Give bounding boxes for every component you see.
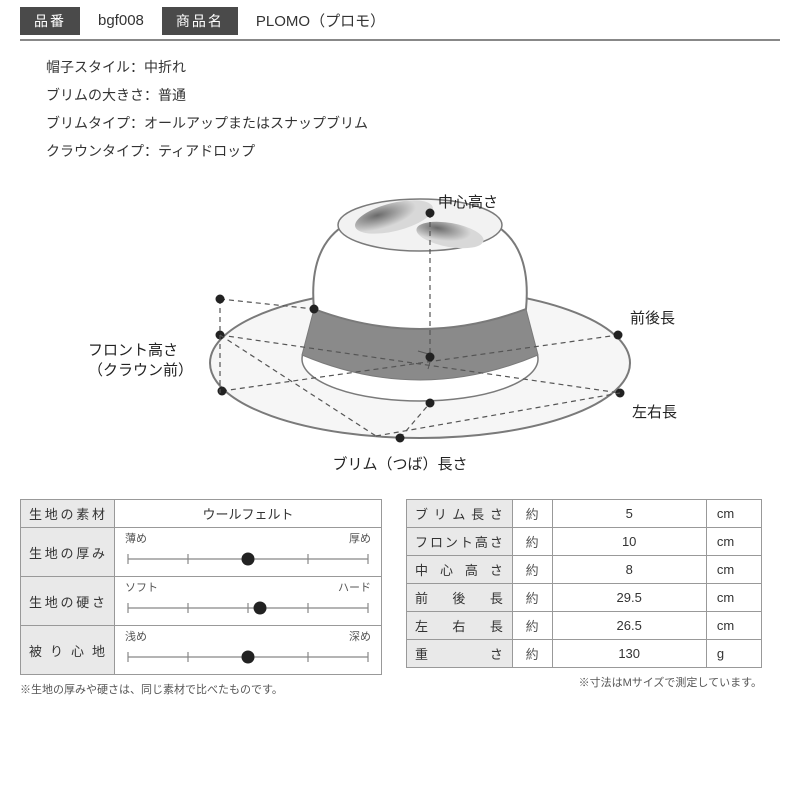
slider-row: 生地の厚み薄め 厚め <box>21 528 382 577</box>
dimension-unit: cm <box>706 556 761 584</box>
hat-diagram: 中心高さ前後長左右長ブリム（つば）長さ フロント高さ （クラウン前） <box>20 173 780 493</box>
right-footnote: ※寸法はMサイズで測定しています。 <box>406 674 762 690</box>
slider-min-label: 浅め <box>125 628 147 644</box>
dimension-row: フロント高さ約10cm <box>407 528 762 556</box>
dimension-approx: 約 <box>512 528 552 556</box>
dimension-row: 重さ約130g <box>407 640 762 668</box>
spec-line: クラウンタイプ：ティアドロップ <box>46 137 780 165</box>
slider-min-label: ソフト <box>125 579 158 595</box>
slider-label: 生地の硬さ <box>21 577 115 626</box>
dimension-label: 重さ <box>407 640 513 668</box>
dimension-unit: cm <box>706 528 761 556</box>
slider-max-label: 深め <box>349 628 371 644</box>
slider-label: 生地の厚み <box>21 528 115 577</box>
dimension-row: ブリム長さ約5cm <box>407 500 762 528</box>
code-value: bgf008 <box>80 8 162 33</box>
dimension-label: ブリム長さ <box>407 500 513 528</box>
code-label: 品番 <box>20 7 80 35</box>
slider-cell: ソフト ハード <box>115 577 382 626</box>
dimension-label: 中心高さ <box>407 556 513 584</box>
svg-text:中心高さ: 中心高さ <box>438 194 498 211</box>
dimension-approx: 約 <box>512 556 552 584</box>
svg-text:ブリム（つば）長さ: ブリム（つば）長さ <box>332 455 467 473</box>
dimension-label: フロント高さ <box>407 528 513 556</box>
svg-text:左右長: 左右長 <box>632 404 677 421</box>
material-value: ウールフェルト <box>115 500 382 528</box>
slider-cell: 浅め 深め <box>115 626 382 675</box>
product-header: 品番 bgf008 商品名 PLOMO（プロモ） <box>20 6 780 41</box>
spec-line: ブリムの大きさ：普通 <box>46 81 780 109</box>
spec-line: ブリムタイプ：オールアップまたはスナップブリム <box>46 109 780 137</box>
dimension-approx: 約 <box>512 500 552 528</box>
dimension-approx: 約 <box>512 612 552 640</box>
left-footnote: ※生地の厚みや硬さは、同じ素材で比べたものです。 <box>20 681 382 697</box>
spec-list: 帽子スタイル：中折れ ブリムの大きさ：普通 ブリムタイプ：オールアップまたはスナ… <box>46 53 780 165</box>
svg-text:（クラウン前）: （クラウン前） <box>88 362 193 379</box>
spec-line: 帽子スタイル：中折れ <box>46 53 780 81</box>
dimension-value: 5 <box>552 500 706 528</box>
dimension-unit: cm <box>706 612 761 640</box>
dimension-label: 前後長 <box>407 584 513 612</box>
dimension-value: 8 <box>552 556 706 584</box>
svg-text:前後長: 前後長 <box>630 310 675 327</box>
slider-cell: 薄め 厚め <box>115 528 382 577</box>
svg-text:フロント高さ: フロント高さ <box>88 342 178 359</box>
slider-max-label: 厚め <box>349 530 371 546</box>
slider-row: 生地の硬さソフト ハード <box>21 577 382 626</box>
dimension-value: 26.5 <box>552 612 706 640</box>
dimension-row: 左右長約26.5cm <box>407 612 762 640</box>
slider-min-label: 薄め <box>125 530 147 546</box>
material-table: 生地の素材 ウールフェルト 生地の厚み薄め 厚め生地の硬さソフト ハード被り心地浅め… <box>20 499 382 675</box>
dimension-unit: cm <box>706 500 761 528</box>
dimension-unit: cm <box>706 584 761 612</box>
dimension-approx: 約 <box>512 640 552 668</box>
dimension-value: 10 <box>552 528 706 556</box>
slider-max-label: ハード <box>338 579 371 595</box>
material-label: 生地の素材 <box>21 500 115 528</box>
name-label: 商品名 <box>162 7 238 35</box>
dimension-approx: 約 <box>512 584 552 612</box>
dimension-label: 左右長 <box>407 612 513 640</box>
dimension-unit: g <box>706 640 761 668</box>
dimensions-table: ブリム長さ約5cmフロント高さ約10cm中心高さ約8cm前後長約29.5cm左右… <box>406 499 762 668</box>
dimension-row: 前後長約29.5cm <box>407 584 762 612</box>
name-value: PLOMO（プロモ） <box>238 6 403 35</box>
dimension-row: 中心高さ約8cm <box>407 556 762 584</box>
slider-row: 被り心地浅め 深め <box>21 626 382 675</box>
dimension-value: 130 <box>552 640 706 668</box>
slider-label: 被り心地 <box>21 626 115 675</box>
dimension-value: 29.5 <box>552 584 706 612</box>
